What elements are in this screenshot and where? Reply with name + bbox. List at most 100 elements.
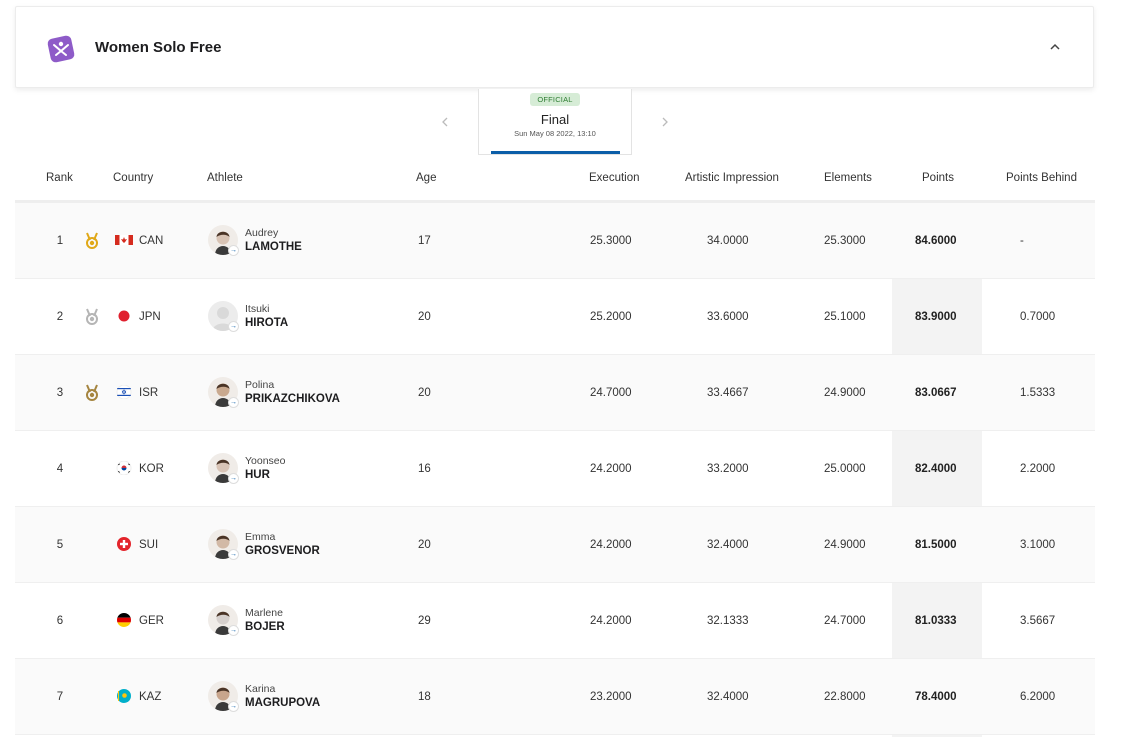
elements-value: 25.1000: [824, 311, 866, 323]
israel-flag-icon: [115, 384, 133, 400]
points-behind-value: 3.1000: [1020, 539, 1056, 551]
rank-value: 5: [56, 539, 64, 551]
arrow-right-icon: →: [228, 321, 239, 332]
athlete-avatar[interactable]: →: [208, 529, 239, 560]
athlete-first-name: Audrey: [245, 227, 279, 239]
country-code: KAZ: [139, 691, 162, 703]
rank-value: 7: [56, 691, 64, 703]
header-points-behind: Points Behind: [1006, 172, 1077, 184]
points-value: 81.5000: [915, 539, 957, 551]
athlete-name-link[interactable]: Marlene BOJER: [245, 606, 285, 634]
country-code: ISR: [139, 387, 159, 399]
rank-value: 3: [56, 387, 64, 399]
country-code: GER: [139, 615, 164, 627]
execution-value: 24.7000: [590, 387, 632, 399]
kazakhstan-flag-icon: [115, 689, 133, 703]
athlete-last-name: MAGRUPOVA: [245, 697, 321, 709]
points-value: 83.9000: [915, 311, 957, 323]
arrow-right-icon: →: [228, 473, 239, 484]
country-code: JPN: [139, 311, 161, 323]
table-row[interactable]: 1 CAN → Audrey LAMOTHE 17 25.3000 34.0000 25.300…: [15, 203, 1095, 279]
athlete-avatar[interactable]: →: [208, 605, 239, 636]
artistic-swimming-icon: [45, 33, 77, 65]
points-value: 83.0667: [915, 387, 957, 399]
event-header-card[interactable]: Women Solo Free: [15, 6, 1094, 88]
table-row[interactable]: 5 SUI → Emma GROSVENOR 20 24.2000 32.4000 24.900…: [15, 507, 1095, 583]
athlete-avatar[interactable]: →: [208, 453, 239, 484]
header-age: Age: [416, 172, 437, 184]
header-artistic-impression: Artistic Impression: [685, 172, 779, 184]
arrow-right-icon: →: [228, 549, 239, 560]
artistic-impression-value: 33.4667: [707, 387, 749, 399]
athlete-first-name: Polina: [245, 379, 275, 391]
athlete-first-name: Emma: [245, 531, 276, 543]
athlete-last-name: LAMOTHE: [245, 241, 302, 253]
athlete-name-link[interactable]: Itsuki HIROTA: [245, 302, 288, 330]
chevron-right-icon[interactable]: [658, 115, 672, 129]
athlete-name-link[interactable]: Audrey LAMOTHE: [245, 226, 302, 254]
points-behind-value: 2.2000: [1020, 463, 1056, 475]
germany-flag-icon: [115, 613, 133, 627]
table-row[interactable]: 3 ISR → Polina PRIKAZCHIKOVA 20 24.7000 33.4667…: [15, 355, 1095, 431]
table-row[interactable]: 2 JPN → Itsuki HIROTA 20 25.2000 33.6000 25.1000…: [15, 279, 1095, 355]
athlete-avatar[interactable]: →: [208, 681, 239, 712]
canada-flag-icon: [115, 233, 133, 247]
elements-value: 25.3000: [824, 235, 866, 247]
arrow-right-icon: →: [228, 397, 239, 408]
artistic-impression-value: 32.4000: [707, 539, 749, 551]
rank-value: 6: [56, 615, 64, 627]
athlete-avatar[interactable]: →: [208, 377, 239, 408]
artistic-impression-value: 33.2000: [707, 463, 749, 475]
points-column-highlight: [892, 206, 982, 737]
table-row[interactable]: 7 KAZ → Karina MAGRUPOVA 18 23.2000 32.4000 22.8…: [15, 659, 1095, 735]
elements-value: 24.9000: [824, 539, 866, 551]
table-row[interactable]: 6 GER → Marlene BOJER 29 24.2000 32.1333 24.7000…: [15, 583, 1095, 659]
korea-flag-icon: [115, 460, 133, 476]
gold-medal-icon: [84, 232, 100, 250]
age-value: 29: [418, 615, 431, 627]
age-value: 16: [418, 463, 431, 475]
header-points: Points: [922, 172, 954, 184]
athlete-last-name: GROSVENOR: [245, 545, 320, 557]
athlete-last-name: PRIKAZCHIKOVA: [245, 393, 340, 405]
athlete-last-name: HIROTA: [245, 317, 289, 329]
table-row[interactable]: 4 KOR → Yoonseo HUR 16 24.2000 33.2000 25.0000 82…: [15, 431, 1095, 507]
header-athlete: Athlete: [207, 172, 243, 184]
execution-value: 24.2000: [590, 615, 632, 627]
active-tab-indicator: [491, 151, 620, 154]
age-value: 18: [418, 691, 431, 703]
athlete-first-name: Karina: [245, 683, 276, 695]
country-code: KOR: [139, 463, 164, 475]
points-behind-value: -: [1020, 235, 1024, 247]
athlete-last-name: BOJER: [245, 621, 285, 633]
athlete-name-link[interactable]: Yoonseo HUR: [245, 454, 286, 482]
tab-final[interactable]: OFFICIAL Final Sun May 08 2022, 13:10: [478, 89, 632, 155]
chevron-left-icon[interactable]: [438, 115, 452, 129]
switzerland-flag-icon: [115, 537, 133, 551]
execution-value: 25.3000: [590, 235, 632, 247]
chevron-up-icon[interactable]: [1047, 39, 1063, 55]
arrow-right-icon: →: [228, 625, 239, 636]
execution-value: 23.2000: [590, 691, 632, 703]
elements-value: 24.7000: [824, 615, 866, 627]
artistic-impression-value: 34.0000: [707, 235, 749, 247]
official-badge: OFFICIAL: [530, 93, 580, 106]
japan-flag-icon: [115, 309, 133, 323]
athlete-name-link[interactable]: Karina MAGRUPOVA: [245, 682, 320, 710]
bronze-medal-icon: [84, 384, 100, 402]
rank-value: 1: [56, 235, 64, 247]
phase-name: Final: [540, 112, 570, 127]
athlete-first-name: Marlene: [245, 607, 283, 619]
execution-value: 24.2000: [590, 463, 632, 475]
header-rank: Rank: [46, 172, 73, 184]
table-header: Rank Country Athlete Age Execution Artis…: [15, 157, 1095, 203]
points-value: 81.0333: [915, 615, 957, 627]
athlete-avatar[interactable]: →: [208, 225, 239, 256]
points-behind-value: 6.2000: [1020, 691, 1056, 703]
athlete-last-name: HUR: [245, 469, 270, 481]
points-behind-value: 0.7000: [1020, 311, 1056, 323]
athlete-name-link[interactable]: Polina PRIKAZCHIKOVA: [245, 378, 340, 406]
athlete-name-link[interactable]: Emma GROSVENOR: [245, 530, 320, 558]
athlete-avatar[interactable]: →: [208, 301, 239, 332]
arrow-right-icon: →: [228, 701, 239, 712]
